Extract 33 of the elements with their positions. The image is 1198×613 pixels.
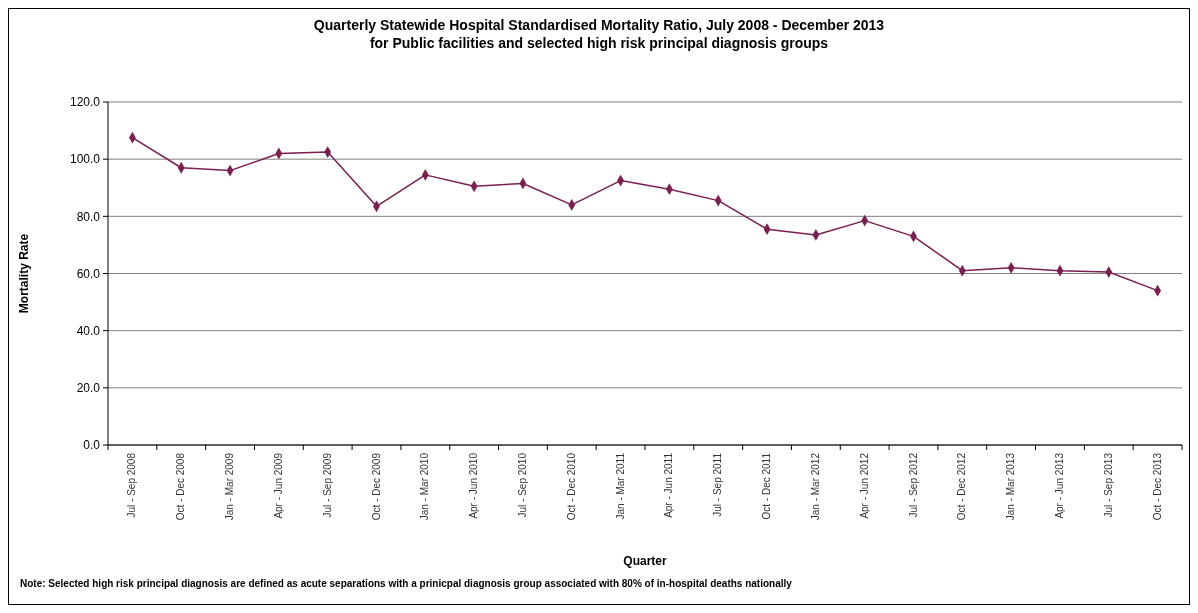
x-tick-label: Jul - Sep 2008 (126, 452, 138, 518)
x-tick-label: Apr - Jun 2010 (468, 452, 480, 519)
x-tick-label: Jan - Mar 2012 (809, 452, 821, 521)
x-tick-label: Oct - Dec 2013 (1151, 452, 1163, 521)
y-tick-label: 60.0 (76, 266, 101, 281)
y-tick-label: 40.0 (76, 323, 101, 338)
x-tick-label: Jul - Sep 2011 (712, 452, 724, 517)
x-tick-label: Jul - Sep 2013 (1102, 452, 1114, 518)
x-tick-label: Jul - Sep 2010 (516, 452, 528, 518)
chart-title: Quarterly Statewide Hospital Standardised Mortality Ratio, July 2008 - December 2013 for Public facilities and selected high risk principal diagnosis groups (313, 17, 885, 51)
x-tick-label: Apr - Jun 2013 (1053, 452, 1065, 519)
x-tick-label: Oct - Dec 2008 (175, 452, 187, 521)
x-tick-label: Oct - Dec 2012 (956, 452, 968, 521)
x-tick-label: Jul - Sep 2012 (907, 452, 919, 518)
x-tick-label: Oct - Dec 2010 (565, 452, 577, 521)
x-tick-label: Jul - Sep 2009 (321, 452, 333, 518)
y-axis-title: Mortality Rate (17, 233, 31, 314)
x-tick-label: Jan - Mar 2013 (1005, 452, 1017, 521)
x-tick-label: Apr - Jun 2012 (858, 452, 870, 519)
y-tick-label: 120.0 (69, 95, 101, 110)
text: Note: Selected high risk principal diagnosis are defined as acute separations with a prinicpal diagnosis group associated with 80% of in-hospital deaths nationally (20, 578, 793, 589)
x-tick-label: Jan - Mar 2009 (224, 452, 236, 521)
y-tick-label: 0.0 (83, 438, 101, 453)
y-tick-label: 100.0 (69, 152, 101, 167)
x-tick-label: Jan - Mar 2011 (614, 452, 626, 520)
y-tick-label: 80.0 (76, 209, 101, 224)
x-tick-label: Oct - Dec 2011 (761, 452, 773, 520)
x-tick-label: Apr - Jun 2009 (272, 452, 284, 519)
x-tick-label: Oct - Dec 2009 (370, 452, 382, 521)
y-tick-label: 20.0 (76, 381, 101, 396)
x-axis-title: Quarter (623, 554, 667, 568)
x-tick-label: Apr - Jun 2011 (663, 452, 675, 518)
x-tick-label: Jan - Mar 2010 (419, 452, 431, 521)
